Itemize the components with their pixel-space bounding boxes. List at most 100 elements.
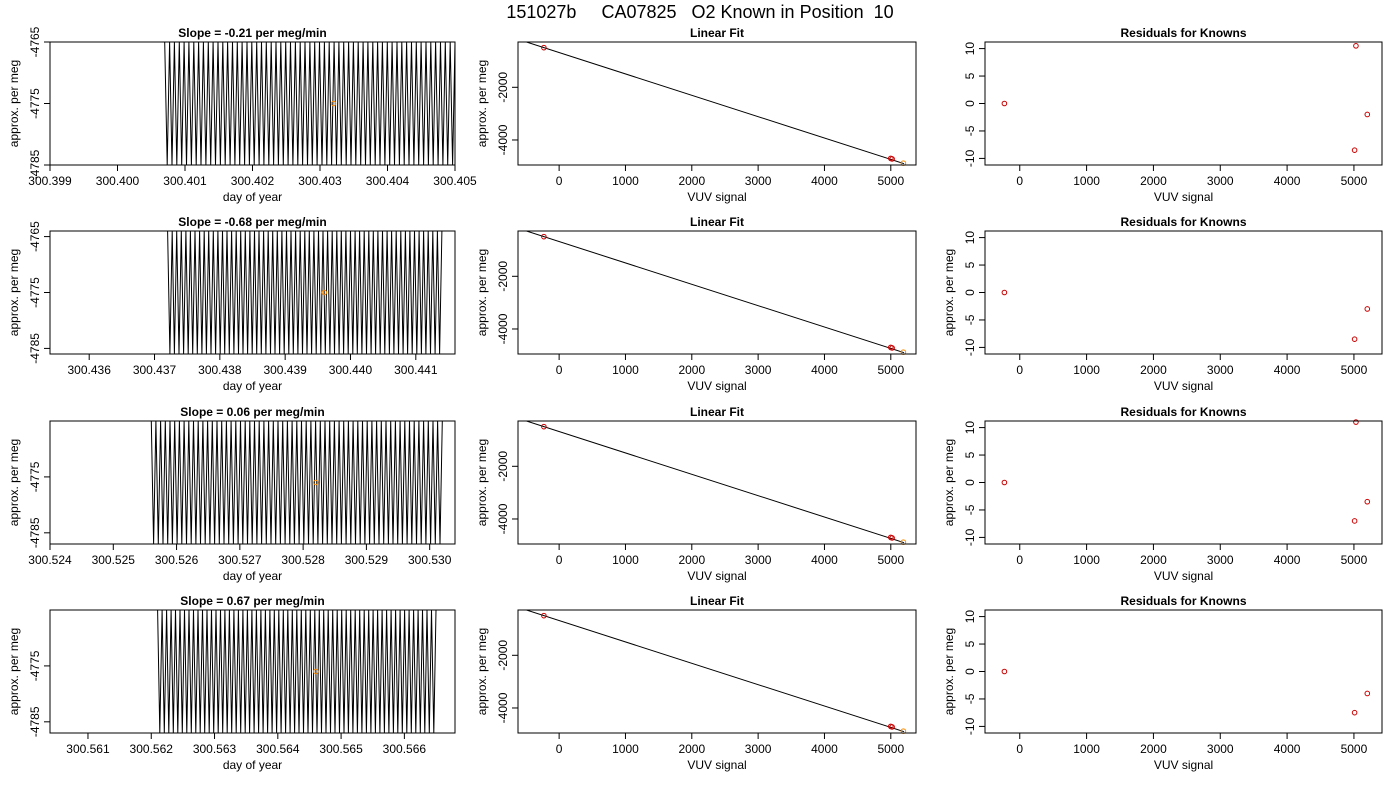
- x-tick-label: 4000: [811, 553, 838, 567]
- panel-title: Linear Fit: [690, 26, 744, 40]
- data-point: [889, 156, 895, 162]
- y-tick-label: -4000: [496, 124, 510, 155]
- x-tick-label: 5000: [877, 363, 904, 377]
- y-axis-label: approx. per meg: [7, 249, 21, 336]
- y-tick-label: 5: [963, 261, 977, 268]
- x-tick-label: 300.566: [383, 742, 427, 756]
- data-point: [1364, 111, 1371, 118]
- slope-marker-point: [313, 668, 319, 675]
- y-tick-label: -10: [963, 717, 977, 735]
- y-tick-label: 0: [963, 479, 977, 486]
- y-axis-label: approx. per meg: [942, 249, 956, 336]
- panel-title: Linear Fit: [690, 594, 744, 608]
- x-tick-label: 300.441: [394, 363, 438, 377]
- panel-title: Slope = 0.06 per meg/min: [180, 405, 324, 419]
- x-tick-label: 2000: [678, 174, 705, 188]
- x-tick-label: 300.403: [298, 174, 342, 188]
- x-tick-label: 300.401: [163, 174, 207, 188]
- y-tick-label: -5: [963, 125, 977, 136]
- x-tick-label: 0: [1016, 174, 1023, 188]
- y-axis-label: approx. per meg: [475, 628, 489, 715]
- y-tick-label: -2000: [496, 451, 510, 482]
- figure-title: 151027b CA07825 O2 Known in Position 10: [506, 2, 894, 22]
- y-tick-label: 10: [963, 42, 977, 56]
- panel-title: Slope = -0.21 per meg/min: [178, 26, 326, 40]
- x-tick-label: 4000: [1274, 363, 1301, 377]
- panel-row4-fit: Linear Fit VUV signal approx. per meg 0 1000…: [475, 594, 917, 772]
- panel-data: [524, 42, 905, 165]
- y-tick-label: -4000: [496, 503, 510, 534]
- x-tick-label: 300.438: [198, 363, 242, 377]
- x-tick-label: 1000: [1073, 553, 1100, 567]
- x-tick-label: 2000: [1140, 742, 1167, 756]
- panel-row4-slope: Slope = 0.67 per meg/min day of year appro…: [7, 594, 456, 772]
- panel-row3-slope: Slope = 0.06 per meg/min day of year appro…: [7, 405, 456, 583]
- x-tick-label: 5000: [1341, 363, 1368, 377]
- y-tick-label: 10: [963, 231, 977, 245]
- data-point: [1001, 289, 1008, 296]
- x-tick-label: 3000: [745, 553, 772, 567]
- x-tick-label: 5000: [877, 553, 904, 567]
- x-tick-label: 300.436: [67, 363, 111, 377]
- x-tick-label: 300.525: [92, 553, 136, 567]
- y-tick-label: 0: [963, 100, 977, 107]
- panel-title: Linear Fit: [690, 405, 744, 419]
- y-tick-label: -4000: [496, 692, 510, 723]
- x-tick-label: 1000: [612, 742, 639, 756]
- x-tick-label: 5000: [1341, 553, 1368, 567]
- y-tick-label: 10: [963, 610, 977, 624]
- x-tick-label: 4000: [811, 742, 838, 756]
- panel-title: Residuals for Knowns: [1120, 405, 1246, 419]
- y-tick-label: -10: [963, 528, 977, 546]
- slope-marker-point: [321, 289, 328, 296]
- panel-data: [524, 421, 905, 544]
- x-tick-label: 5000: [877, 174, 904, 188]
- data-point: [889, 535, 895, 541]
- x-tick-label: 0: [556, 742, 563, 756]
- x-tick-label: 300.527: [218, 553, 262, 567]
- y-tick-label: -5: [963, 504, 977, 515]
- panel-title: Slope = -0.68 per meg/min: [178, 215, 326, 229]
- data-point: [889, 345, 895, 351]
- panel-title: Residuals for Knowns: [1120, 594, 1246, 608]
- y-tick-label: 10: [963, 421, 977, 435]
- panel-row1-slope: Slope = -0.21 per meg/min day of year appr…: [7, 26, 477, 204]
- panel-data: [167, 231, 443, 354]
- y-tick-label: -2000: [496, 640, 510, 671]
- series-trace: [167, 231, 443, 354]
- panel-row1-fit: Linear Fit VUV signal approx. per meg 0 1000…: [475, 26, 917, 204]
- x-tick-label: 300.402: [231, 174, 275, 188]
- x-tick-label: 300.526: [155, 553, 199, 567]
- y-tick-label: 5: [963, 451, 977, 458]
- data-point: [1351, 147, 1358, 153]
- panel-data: [524, 231, 905, 354]
- y-axis-label: approx. per meg: [7, 439, 21, 526]
- x-tick-label: 300.404: [366, 174, 410, 188]
- fit-line: [524, 421, 905, 544]
- x-tick-label: 4000: [1274, 742, 1301, 756]
- data-point: [1353, 419, 1359, 425]
- x-tick-label: 3000: [1207, 742, 1234, 756]
- y-tick-label: -4765: [28, 221, 42, 252]
- data-point: [1364, 306, 1371, 312]
- x-tick-label: 2000: [1140, 174, 1167, 188]
- x-tick-label: 1000: [612, 363, 639, 377]
- x-tick-label: 3000: [1207, 174, 1234, 188]
- fit-line: [524, 231, 905, 354]
- y-tick-label: -4775: [28, 277, 42, 308]
- plot-frame: [517, 41, 917, 166]
- x-tick-label: 4000: [811, 363, 838, 377]
- x-axis-label: day of year: [223, 569, 282, 583]
- x-tick-label: 5000: [877, 742, 904, 756]
- data-point: [541, 44, 547, 51]
- data-point: [889, 724, 895, 730]
- x-tick-label: 0: [1016, 553, 1023, 567]
- fit-line: [524, 42, 905, 165]
- x-axis-label: day of year: [223, 758, 282, 772]
- x-tick-label: 300.565: [319, 742, 363, 756]
- data-point: [1001, 668, 1008, 675]
- y-tick-label: -5: [963, 314, 977, 325]
- x-axis-label: VUV signal: [1154, 190, 1213, 204]
